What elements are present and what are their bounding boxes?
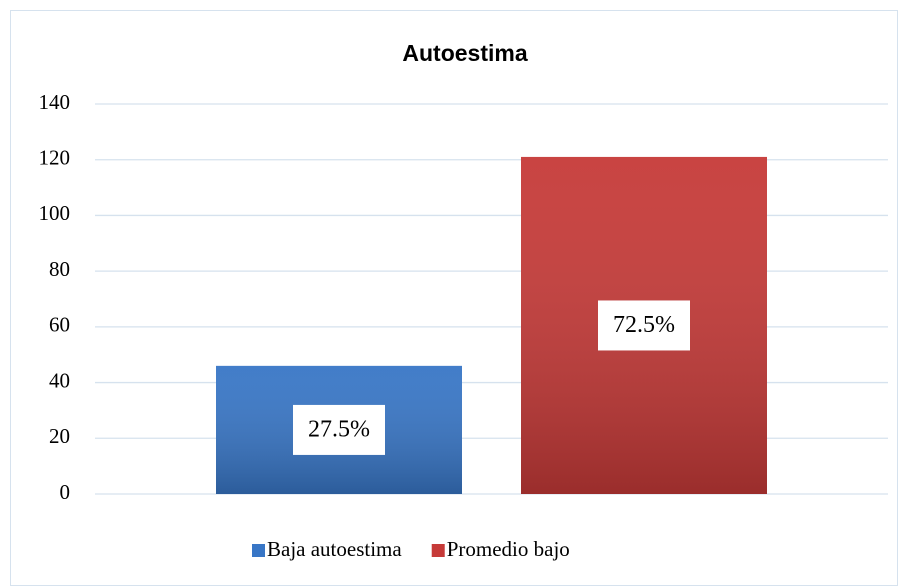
chart-title: Autoestima [402, 40, 527, 66]
y-tick-label: 120 [39, 146, 71, 170]
label-box [598, 300, 690, 351]
legend-label: Promedio bajo [447, 537, 570, 561]
y-tick-label: 80 [49, 257, 70, 281]
y-tick-label: 40 [49, 368, 70, 392]
y-tick-label: 60 [49, 313, 70, 337]
y-tick-label: 0 [60, 480, 71, 504]
legend-swatch [431, 544, 445, 557]
legend-swatch [252, 544, 265, 557]
y-tick-label: 20 [49, 424, 70, 448]
data-label: 72.5% [613, 312, 675, 338]
y-tick-label: 100 [39, 201, 71, 225]
label-box [293, 404, 385, 455]
y-tick-label: 140 [39, 90, 71, 114]
legend-label: Baja autoestima [267, 537, 402, 561]
data-label: 27.5% [308, 416, 370, 442]
